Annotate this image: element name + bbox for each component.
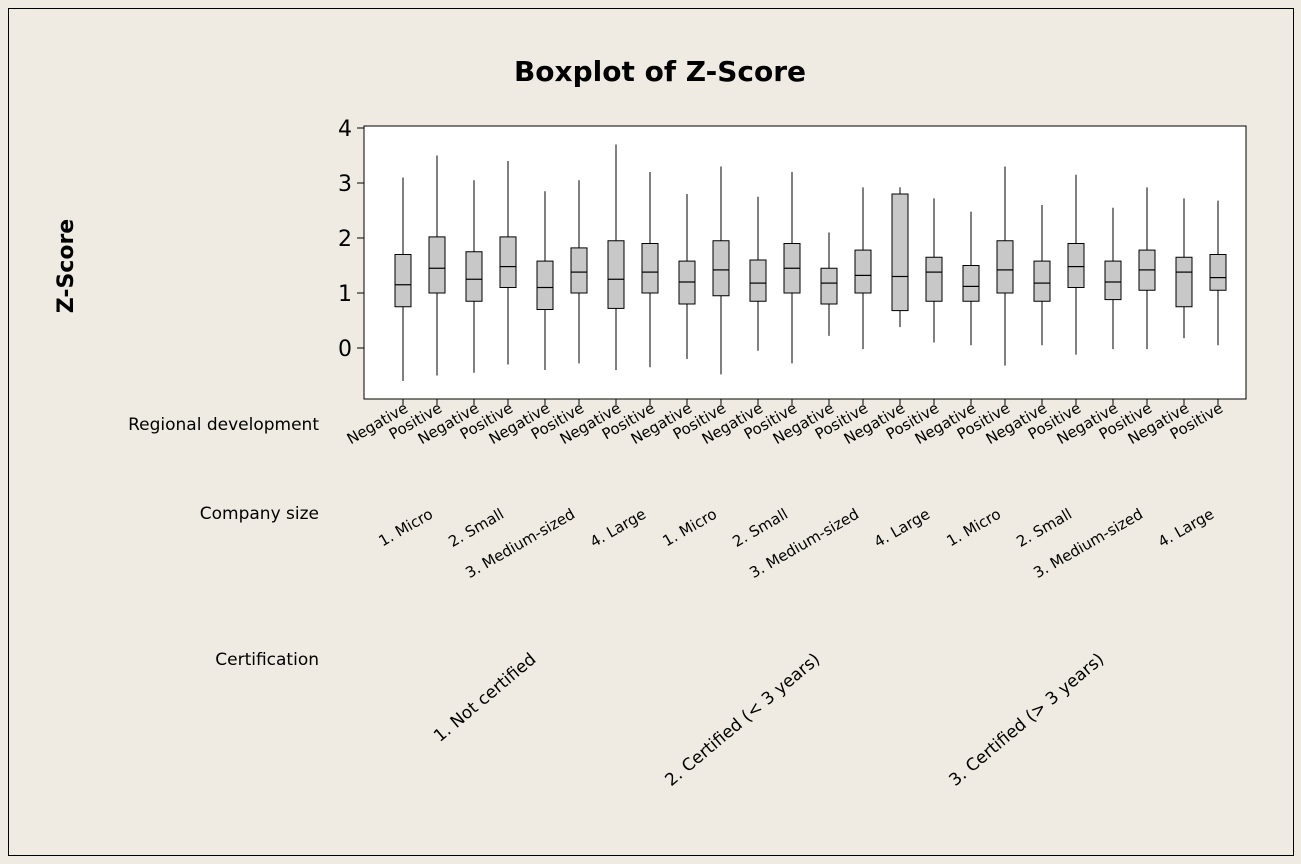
box-17-box	[962, 265, 980, 302]
chart-title: Boxplot of Z-Score	[514, 55, 806, 88]
company-size-label: 1. Micro	[376, 505, 436, 550]
certification-label: 1. Not certified	[430, 650, 540, 747]
company-size-label: 1. Micro	[660, 505, 720, 550]
box-2-box	[428, 236, 446, 294]
company-size-label: 2. Small	[729, 505, 791, 551]
company-size-label: 4. Large	[1155, 505, 1217, 551]
box-14-box	[854, 249, 872, 294]
y-tick-label: 3	[338, 172, 352, 197]
box-19-box	[1033, 260, 1051, 302]
box-10-box	[712, 240, 730, 297]
company-size-label: 1. Micro	[944, 505, 1004, 550]
row-label-regional: Regional development	[128, 415, 319, 435]
row-label-company-size: Company size	[200, 504, 319, 524]
y-tick-label: 1	[338, 282, 352, 307]
company-size-label: 4. Large	[871, 505, 933, 551]
box-4-box	[499, 236, 517, 288]
row-label-certification: Certification	[215, 650, 319, 670]
box-24-box	[1209, 254, 1227, 291]
box-23-box	[1175, 256, 1193, 308]
box-6-box	[570, 247, 588, 294]
certification-label: 3. Certified (> 3 years)	[946, 650, 1109, 791]
certification-label: 2. Certified (< 3 years)	[662, 650, 825, 791]
box-7-box	[607, 240, 625, 309]
chart-frame: Boxplot of Z-Score Z-Score Regional deve…	[8, 8, 1294, 856]
y-axis-label: Z-Score	[54, 219, 79, 313]
box-8-box	[641, 243, 659, 294]
box-1-box	[394, 254, 412, 308]
company-size-label: 2. Small	[445, 505, 507, 551]
box-13-box	[820, 267, 838, 305]
company-size-label: 4. Large	[587, 505, 649, 551]
y-tick-label: 2	[338, 227, 352, 252]
box-3-box	[465, 251, 483, 302]
boxplot-chart: Boxplot of Z-Score Z-Score Regional deve…	[54, 55, 1247, 791]
y-tick-label: 0	[338, 337, 352, 362]
box-5-box	[536, 260, 554, 311]
box-18-box	[996, 240, 1014, 294]
y-tick-label: 4	[338, 117, 352, 142]
company-size-label: 2. Small	[1013, 505, 1075, 551]
box-15-box	[891, 193, 909, 312]
box-16-box	[925, 256, 943, 302]
box-21-box	[1104, 260, 1122, 301]
box-20-box	[1067, 243, 1085, 288]
box-11-box	[749, 259, 767, 302]
